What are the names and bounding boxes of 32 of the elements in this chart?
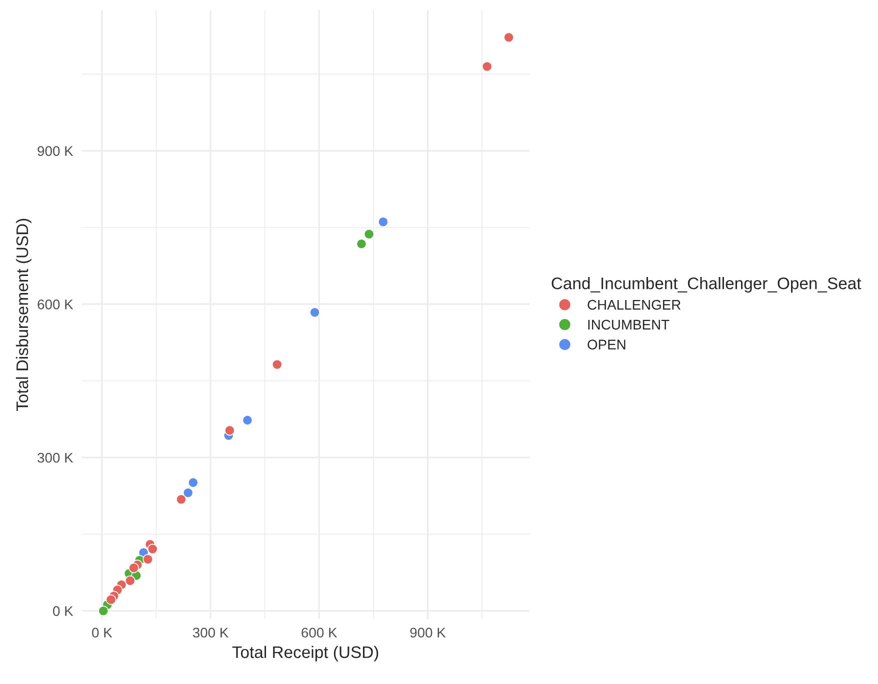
x-axis-title: Total Receipt (USD) — [232, 646, 378, 662]
y-tick-label: 600 K — [38, 299, 74, 310]
x-tick-label: 300 K — [192, 628, 229, 638]
point — [310, 307, 320, 318]
point — [504, 32, 514, 43]
x-tick-label: 0 K — [92, 628, 112, 638]
point — [98, 606, 109, 616]
x-tick-label: 600 K — [302, 628, 338, 638]
point — [188, 477, 198, 488]
point — [142, 554, 154, 564]
point — [356, 238, 367, 250]
point — [147, 544, 158, 554]
y-tick-label: 900 K — [38, 146, 74, 156]
x-tick-label: 900 K — [410, 628, 446, 638]
point — [224, 425, 235, 436]
y-tick-label: 0 K — [53, 606, 74, 616]
point — [176, 494, 186, 505]
point — [482, 61, 492, 72]
point — [106, 594, 116, 605]
point — [364, 228, 374, 240]
point — [242, 414, 253, 426]
legend-label: CHALLENGER — [588, 300, 681, 310]
point — [378, 216, 388, 228]
legend-label: INCUMBENT — [588, 320, 670, 330]
y-tick-label: 300 K — [38, 452, 74, 463]
legend-label: OPEN — [588, 340, 626, 350]
point — [272, 359, 282, 370]
point — [128, 562, 140, 574]
point — [182, 488, 194, 498]
legend-title: Cand_Incumbent_Challenger_Open_Seat — [552, 277, 862, 293]
y-axis-title: Total Disbursement (USD) — [16, 218, 32, 412]
point — [124, 575, 136, 586]
